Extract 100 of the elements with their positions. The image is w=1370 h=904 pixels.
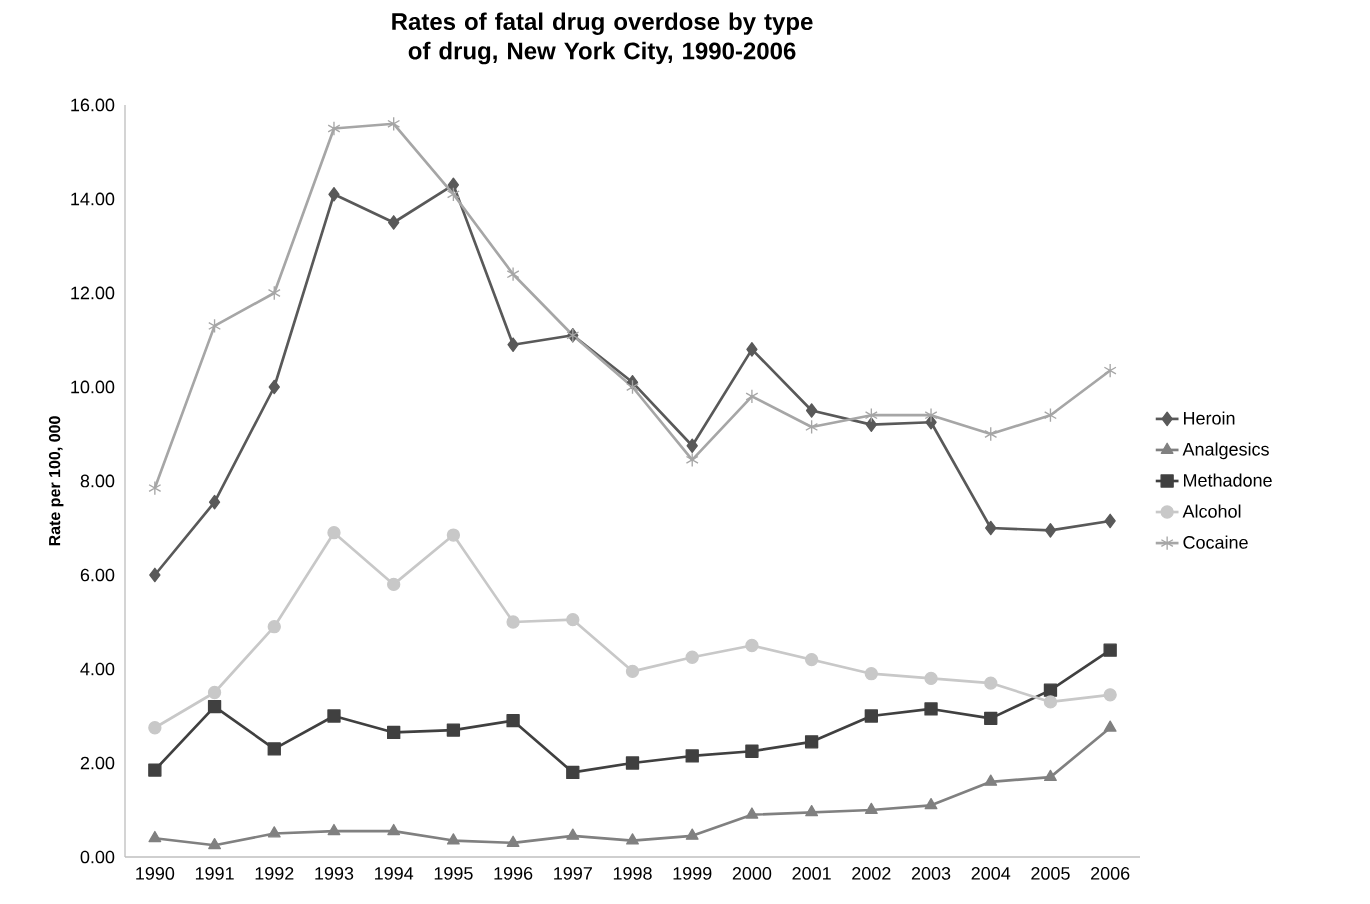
point (506, 714, 520, 728)
point (626, 379, 639, 395)
point (268, 379, 280, 395)
point (985, 520, 997, 536)
y-tick-label: 8.00 (80, 474, 115, 488)
legend-label: Analgesics (1182, 442, 1269, 460)
point (447, 177, 460, 193)
point (864, 709, 879, 723)
y-tick-label: 0.00 (80, 850, 115, 864)
point (446, 833, 460, 845)
point (506, 615, 520, 629)
point (327, 709, 341, 723)
point (805, 419, 819, 435)
point (387, 116, 401, 132)
point (924, 407, 938, 423)
point (804, 652, 819, 667)
point (685, 749, 699, 763)
point (267, 742, 281, 756)
point (1103, 688, 1117, 702)
point (327, 121, 341, 136)
point (387, 577, 401, 592)
point (984, 676, 998, 690)
point (327, 526, 341, 540)
point (1103, 643, 1117, 657)
point (148, 721, 162, 735)
point (745, 807, 759, 819)
point (208, 494, 221, 510)
point (865, 417, 877, 432)
point (446, 528, 461, 542)
x-tick-label: 1991 (195, 867, 234, 880)
point (686, 438, 698, 454)
point (566, 765, 580, 780)
point (507, 337, 519, 353)
point (149, 567, 161, 583)
x-tick-label: 1993 (315, 867, 354, 880)
point (984, 426, 998, 442)
legend-label: Cocaine (1183, 535, 1248, 549)
point (1044, 769, 1057, 782)
point (1103, 720, 1117, 732)
x-tick-label: 2005 (1031, 867, 1070, 880)
point (506, 835, 520, 847)
point (446, 723, 461, 737)
y-tick-label: 16.00 (71, 98, 115, 112)
x-tick-label: 2004 (971, 867, 1011, 880)
point (685, 650, 699, 664)
point (626, 833, 639, 845)
point (864, 802, 878, 814)
point (267, 285, 281, 301)
x-tick-label: 1997 (554, 867, 592, 880)
point (148, 830, 162, 843)
point (1044, 523, 1057, 538)
point (746, 342, 758, 357)
point (148, 480, 162, 496)
point (805, 805, 819, 817)
chart-title: Rates of fatal drug overdose by type of drug, New York City, 1990-2006 (392, 12, 813, 65)
point (685, 828, 699, 840)
point (506, 266, 520, 282)
point (625, 756, 640, 770)
point (984, 774, 998, 786)
point (207, 685, 222, 700)
point (625, 664, 640, 679)
point (1104, 513, 1116, 529)
x-tick-label: 1990 (136, 867, 175, 880)
x-tick-label: 1994 (375, 867, 414, 880)
x-tick-label: 2001 (792, 867, 831, 880)
point (267, 620, 281, 634)
point (745, 638, 759, 653)
legend-label: Alcohol (1182, 504, 1241, 518)
point (148, 763, 162, 777)
point (327, 823, 341, 836)
point (267, 826, 281, 838)
point (208, 318, 222, 334)
point (805, 403, 818, 418)
y-axis-title: Rate per 100, 000 (48, 416, 64, 546)
point (1044, 407, 1057, 423)
point (208, 837, 222, 850)
point (924, 671, 938, 686)
x-tick-label: 1992 (255, 867, 294, 880)
point (566, 612, 580, 627)
x-tick-label: 1995 (434, 867, 473, 880)
point (207, 699, 222, 714)
point (1043, 683, 1058, 697)
point (804, 735, 819, 749)
point (924, 797, 938, 810)
point (1103, 363, 1117, 378)
point (446, 186, 460, 202)
x-tick-label: 2002 (852, 867, 891, 880)
point (388, 215, 400, 230)
x-tick-label: 1999 (673, 867, 712, 880)
x-tick-label: 1996 (494, 867, 533, 880)
x-tick-label: 2000 (732, 867, 772, 880)
legend-label: Methadone (1184, 473, 1272, 487)
point (566, 828, 580, 840)
point (864, 667, 879, 681)
legend-label: Heroin (1184, 411, 1235, 425)
y-tick-label: 12.00 (71, 286, 115, 300)
point (864, 407, 878, 423)
point (924, 702, 938, 716)
x-tick-label: 2006 (1091, 867, 1130, 880)
point (685, 452, 699, 468)
